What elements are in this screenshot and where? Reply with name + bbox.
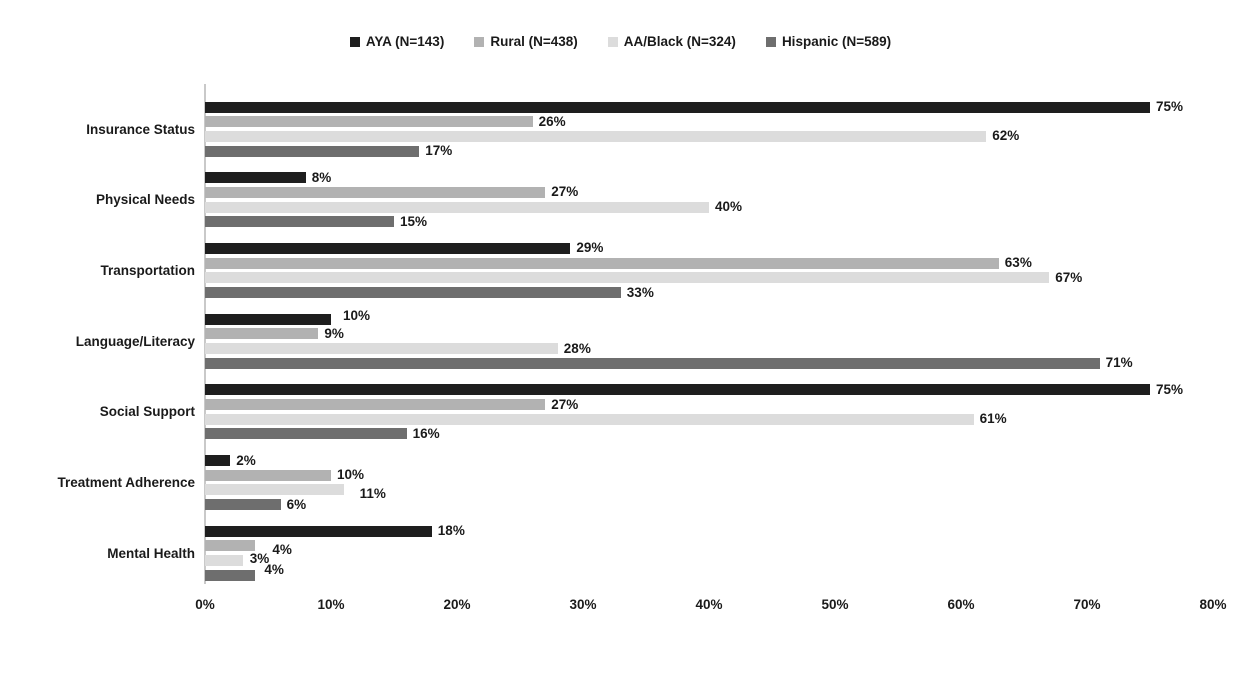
bar-value-label: 6% — [286, 496, 307, 512]
bar — [205, 540, 256, 552]
bar-value-label: 26% — [538, 113, 566, 129]
bar-value-label: 29% — [576, 240, 604, 256]
bar-value-label: 28% — [563, 340, 591, 356]
x-tick-label: 40% — [695, 597, 723, 612]
bar-value-label: 40% — [715, 199, 743, 215]
bar — [205, 130, 987, 142]
category-label: Transportation — [100, 262, 195, 278]
bar — [205, 525, 432, 537]
bar — [205, 172, 306, 184]
x-tick-label: 20% — [443, 597, 471, 612]
x-tick-label: 80% — [1199, 597, 1227, 612]
bar-value-label: 27% — [551, 396, 579, 412]
bar-value-label: 27% — [551, 184, 579, 200]
category-label: Insurance Status — [86, 121, 195, 137]
bar-value-label: 61% — [979, 411, 1007, 427]
bar — [205, 484, 344, 496]
bar — [205, 499, 281, 511]
category-label: Physical Needs — [95, 192, 195, 208]
legend-swatch-icon — [474, 36, 485, 47]
bar — [205, 242, 571, 254]
legend-label: AYA (N=143) — [365, 34, 445, 49]
bar — [205, 328, 319, 340]
x-tick-label: 0% — [195, 597, 215, 612]
bar — [205, 216, 394, 228]
bar-value-label: 16% — [412, 425, 440, 441]
bar-value-label: 75% — [1156, 99, 1184, 114]
legend-swatch-icon — [765, 36, 776, 47]
bar-value-label: 17% — [425, 143, 453, 159]
bar-value-label: 75% — [1156, 381, 1184, 397]
bar-value-label: 11% — [359, 485, 386, 501]
bar — [205, 343, 558, 354]
bar — [205, 201, 709, 213]
bar-value-label: 2% — [236, 452, 256, 468]
bar — [205, 555, 243, 567]
bar-value-label: 33% — [626, 284, 654, 300]
bar-value-label: 4% — [264, 562, 284, 578]
bar — [205, 257, 999, 269]
bar — [205, 455, 231, 466]
bar-value-label: 71% — [1105, 355, 1133, 371]
bar — [205, 145, 420, 157]
legend-item: AA/Black (N=324) — [607, 34, 736, 49]
bar-value-label: 67% — [1055, 269, 1083, 285]
bar-value-label: 10% — [343, 308, 371, 324]
x-tick-label: 50% — [821, 597, 849, 612]
bar — [205, 313, 331, 325]
legend-label: AA/Black (N=324) — [623, 34, 736, 49]
x-tick-label: 70% — [1073, 597, 1101, 612]
bar — [205, 186, 546, 198]
bar — [205, 116, 533, 128]
category-label: Mental Health — [107, 545, 195, 561]
bar — [205, 469, 331, 481]
legend-swatch-icon — [349, 36, 360, 47]
x-tick-label: 10% — [317, 597, 345, 612]
legend-label: Rural (N=438) — [490, 34, 578, 49]
bar-value-label: 15% — [400, 213, 428, 229]
bar — [205, 413, 974, 425]
bar — [205, 399, 546, 410]
bar — [205, 428, 407, 440]
bar — [205, 569, 256, 581]
category-label: Social Support — [99, 404, 195, 420]
bar — [205, 101, 1150, 113]
bar — [205, 357, 1100, 369]
legend-item: Rural (N=438) — [474, 34, 578, 49]
legend-item: Hispanic (N=589) — [765, 34, 892, 49]
legend-swatch-icon — [607, 36, 618, 47]
bar-value-label: 62% — [992, 128, 1020, 144]
bar-value-label: 18% — [437, 523, 465, 539]
legend-label: Hispanic (N=589) — [781, 34, 892, 49]
category-label: Treatment Adherence — [57, 475, 195, 491]
chart-legend: AYA (N=143) Rural (N=438) AA/Black (N=324)… — [0, 34, 1241, 49]
bar — [205, 272, 1050, 284]
bar — [205, 287, 621, 298]
category-label: Language/Literacy — [75, 333, 195, 349]
bar — [205, 384, 1150, 396]
legend-item: AYA (N=143) — [349, 34, 445, 49]
bar-value-label: 9% — [324, 325, 344, 341]
bar-value-label: 8% — [311, 169, 332, 185]
bar-value-label: 3% — [249, 550, 270, 566]
bar-value-label: 4% — [272, 541, 292, 557]
bar-value-label: 10% — [337, 467, 365, 483]
x-tick-label: 60% — [947, 597, 975, 612]
bar-value-label: 63% — [1004, 255, 1032, 271]
x-tick-label: 30% — [569, 597, 597, 612]
